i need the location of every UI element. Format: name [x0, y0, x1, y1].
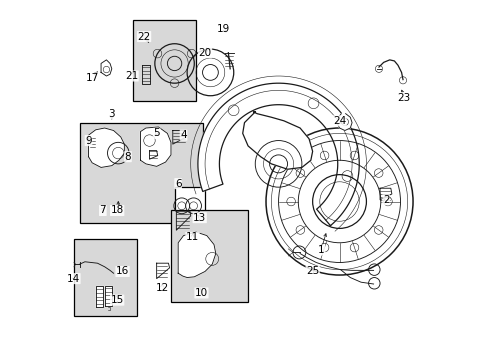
Text: 9: 9	[85, 136, 92, 145]
Text: 19: 19	[216, 24, 229, 35]
Text: 15: 15	[110, 295, 123, 305]
Text: 10: 10	[195, 288, 207, 298]
Text: 20: 20	[198, 48, 211, 58]
Text: 12: 12	[155, 283, 168, 293]
Text: 3: 3	[108, 109, 115, 119]
Bar	[133, 21, 196, 101]
Polygon shape	[104, 286, 112, 306]
Polygon shape	[96, 286, 102, 307]
Text: 16: 16	[116, 266, 129, 276]
Text: 11: 11	[185, 232, 199, 242]
Polygon shape	[336, 114, 351, 131]
Text: 8: 8	[124, 152, 131, 162]
Bar	[80, 123, 203, 223]
Text: 24: 24	[332, 116, 346, 126]
Bar	[171, 211, 247, 302]
Text: 4: 4	[180, 130, 186, 140]
Text: 17: 17	[85, 73, 99, 83]
Text: 7: 7	[100, 206, 106, 216]
Text: 23: 23	[397, 93, 410, 103]
Bar	[74, 239, 137, 316]
Polygon shape	[242, 112, 312, 169]
Text: 21: 21	[124, 71, 138, 81]
Polygon shape	[140, 127, 171, 166]
Text: 6: 6	[175, 179, 181, 189]
Text: 18: 18	[110, 206, 123, 216]
Text: 2: 2	[382, 195, 388, 205]
Polygon shape	[88, 128, 124, 167]
Polygon shape	[198, 83, 359, 226]
Text: 14: 14	[67, 274, 80, 284]
Text: 1: 1	[318, 245, 324, 255]
Polygon shape	[101, 60, 112, 76]
Bar	[174, 187, 204, 223]
Text: 25: 25	[305, 266, 319, 276]
Text: 22: 22	[137, 32, 150, 41]
Polygon shape	[178, 232, 215, 278]
Text: 13: 13	[193, 213, 206, 222]
Text: 5: 5	[153, 129, 160, 138]
